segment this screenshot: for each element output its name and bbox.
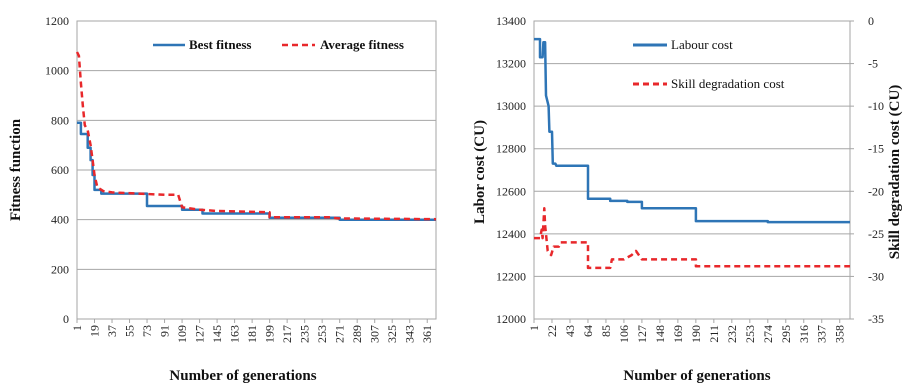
- x-tick-label: 127: [193, 325, 207, 343]
- x-tick-label: 127: [635, 325, 649, 343]
- series-line-skill-degradation-cost: [534, 207, 850, 270]
- y-tick-label: 12200: [496, 269, 526, 283]
- x-tick-label: 64: [581, 325, 595, 337]
- series-line-best-fitness: [77, 121, 436, 221]
- y-axis-title-left: Labor cost (CU): [472, 120, 488, 224]
- y-tick-label-right: -35: [868, 312, 884, 326]
- y-tick-label: 1200: [45, 14, 69, 28]
- x-tick-labels: 1 19 37 55 73 91 109 127 145 163 181 199 217 235 253 27…: [70, 325, 434, 343]
- y-tick-label-right: -5: [868, 57, 878, 71]
- x-tick-label: 316: [797, 325, 811, 343]
- x-tick-label: 358: [833, 325, 847, 343]
- y-tick-label: 1000: [45, 64, 69, 78]
- x-tick-label: 232: [725, 325, 739, 343]
- series-line-average-fitness: [75, 51, 437, 221]
- x-tick-label: 43: [563, 325, 577, 337]
- y-tick-labels-left: 12000 12200 12400 12600 12800 13000 13200 13400: [496, 14, 526, 326]
- y-tick-label: 200: [51, 262, 69, 276]
- legend-label-skill-degradation-cost: Skill degradation cost: [671, 76, 785, 91]
- y-tick-label: 0: [63, 312, 69, 326]
- legend: Labour cost Skill degradation cost: [633, 37, 785, 91]
- x-tick-label: 337: [815, 325, 829, 343]
- y-tick-label-right: -10: [868, 99, 884, 113]
- y-tick-label: 13000: [496, 99, 526, 113]
- x-tick-label: 190: [689, 325, 703, 343]
- legend: Best fitness Average fitness: [153, 37, 404, 52]
- x-tick-label: 106: [617, 325, 631, 343]
- x-axis-title: Number of generations: [623, 368, 770, 384]
- x-tick-label: 19: [88, 325, 102, 337]
- x-tick-label: 169: [671, 325, 685, 343]
- x-tick-label: 181: [245, 325, 259, 343]
- y-tick-label: 12000: [496, 312, 526, 326]
- y-axis-title-right: Skill degradation cost (CU): [887, 85, 903, 260]
- x-tick-label: 85: [599, 325, 613, 337]
- x-tick-label: 22: [545, 325, 559, 337]
- x-tick-label: 307: [368, 325, 382, 343]
- x-tick-label: 199: [263, 325, 277, 343]
- x-tick-label: 295: [779, 325, 793, 343]
- x-tick-label: 55: [123, 325, 137, 337]
- x-tick-label: 235: [298, 325, 312, 343]
- x-tick-label: 274: [761, 325, 775, 343]
- x-tick-label: 217: [280, 325, 294, 343]
- series-group: [534, 37, 850, 270]
- x-tick-label: 148: [653, 325, 667, 343]
- y-tick-label: 12800: [496, 142, 526, 156]
- y-tick-label: 800: [51, 113, 69, 127]
- y-tick-labels-right: -35 -30 -25 -20 -15 -10 -5 0: [868, 14, 884, 326]
- x-tick-label: 343: [403, 325, 417, 343]
- x-tick-label: 163: [228, 325, 242, 343]
- y-tick-label-right: 0: [868, 14, 874, 28]
- chart-cost: 12000 12200 12400 12600 12800 13000 13200 13400…: [472, 14, 903, 384]
- x-tick-label: 211: [707, 325, 721, 343]
- x-tick-label: 91: [158, 325, 172, 337]
- y-tick-label: 12600: [496, 184, 526, 198]
- y-tick-label: 13200: [496, 57, 526, 71]
- x-tick-label: 253: [315, 325, 329, 343]
- x-tick-label: 271: [333, 325, 347, 343]
- grid-lines: [76, 20, 437, 323]
- series-line-labour-cost: [534, 37, 850, 224]
- series-group: [75, 51, 437, 221]
- y-tick-label-right: -20: [868, 184, 884, 198]
- x-tick-labels: 1 22 43 64 85 106 127 148 169 190 211 232 253 274 295 3…: [527, 325, 847, 343]
- x-tick-label: 73: [140, 325, 154, 337]
- y-tick-label-right: -30: [868, 269, 884, 283]
- legend-label-best-fitness: Best fitness: [189, 37, 251, 52]
- x-tick-label: 37: [105, 325, 119, 337]
- x-axis-title: Number of generations: [169, 368, 316, 384]
- y-tick-labels: 0 200 400 600 800 1000 1200: [45, 14, 69, 326]
- x-tick-label: 325: [385, 325, 399, 343]
- legend-label-average-fitness: Average fitness: [320, 37, 404, 52]
- y-tick-label: 12400: [496, 227, 526, 241]
- x-tick-label: 109: [175, 325, 189, 343]
- y-tick-label-right: -25: [868, 227, 884, 241]
- legend-label-labour-cost: Labour cost: [671, 37, 733, 52]
- y-tick-label-right: -15: [868, 142, 884, 156]
- y-tick-label: 600: [51, 163, 69, 177]
- x-tick-label: 361: [420, 325, 434, 343]
- x-tick-label: 145: [210, 325, 224, 343]
- y-axis-title: Fitness function: [8, 118, 24, 221]
- plot-frame: [533, 20, 851, 320]
- y-tick-label: 400: [51, 213, 69, 227]
- grid-lines: [533, 20, 854, 323]
- x-tick-label: 1: [70, 325, 84, 331]
- x-tick-label: 1: [527, 325, 541, 331]
- x-tick-label: 289: [350, 325, 364, 343]
- x-tick-label: 253: [743, 325, 757, 343]
- y-tick-label: 13400: [496, 14, 526, 28]
